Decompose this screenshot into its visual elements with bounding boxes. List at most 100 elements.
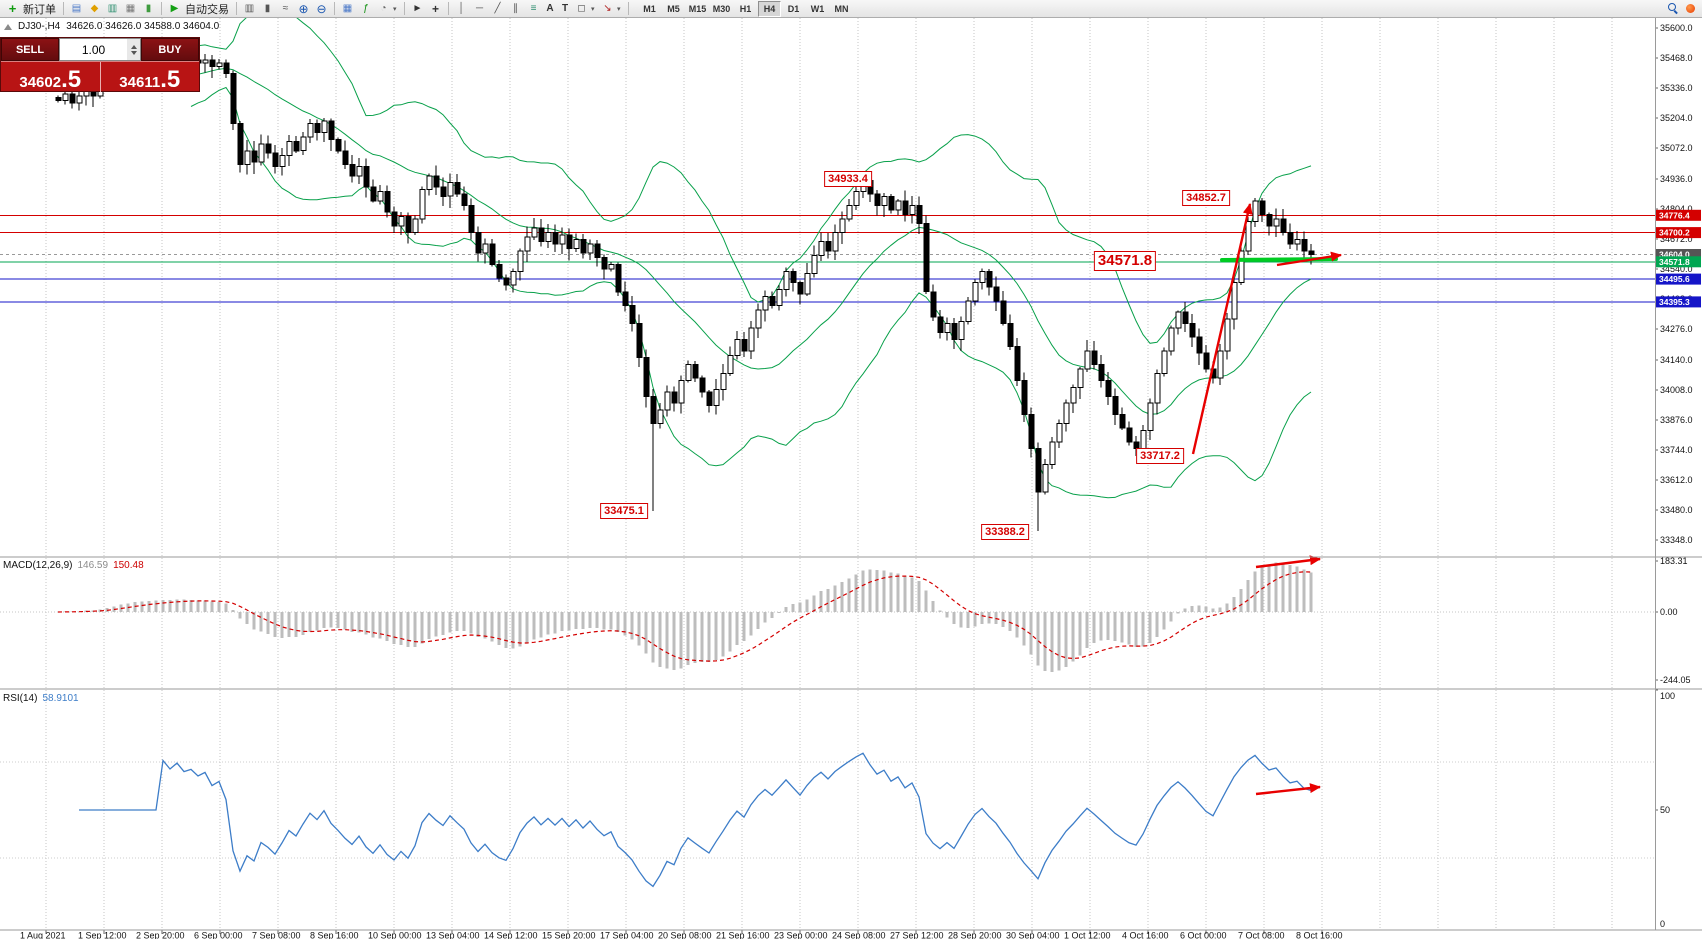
analyst-drawings[interactable] [1191, 203, 1342, 796]
svg-text:21 Sep 16:00: 21 Sep 16:00 [716, 931, 770, 939]
volume-stepper[interactable] [127, 39, 140, 60]
volume-value[interactable]: 1.00 [81, 42, 106, 57]
zoom-in-icon[interactable] [295, 1, 312, 16]
price-chart[interactable]: 1 Aug 2021 1 Sep 12:00 2 Sep 20:00 6 Sep 00… [0, 18, 1702, 939]
macd-main-value: 146.59 [77, 560, 109, 571]
svg-text:24 Sep 08:00: 24 Sep 08:00 [832, 931, 886, 939]
macd-axis: 183.31 0.00 -244.05 [1655, 556, 1691, 685]
sell-price-main: 34602 [19, 74, 62, 91]
chevron-down-icon[interactable] [617, 5, 624, 13]
price-annotation[interactable]: 34571.8 [1093, 251, 1157, 271]
arrow-tool-icon[interactable] [599, 1, 616, 16]
price-tags: 34604.0 34776.4 34700.2 34571.8 34495.6 34395… [1656, 209, 1701, 308]
svg-text:34604.0: 34604.0 [1659, 249, 1690, 259]
vertical-line-tool-icon[interactable] [453, 1, 470, 16]
navigator-icon[interactable] [140, 1, 157, 16]
chart-area[interactable]: 1 Aug 2021 1 Sep 12:00 2 Sep 20:00 6 Sep 00… [0, 18, 1702, 939]
toolbar-separator [334, 2, 335, 15]
text-tool-button[interactable]: A [546, 3, 554, 14]
svg-text:8 Sep 16:00: 8 Sep 16:00 [310, 931, 359, 939]
symbol-name: DJ30-,H4 [18, 21, 61, 32]
timeframe-m1[interactable]: M1 [643, 3, 656, 14]
timeframe-w1[interactable]: W1 [810, 3, 825, 14]
label-tool-button[interactable]: T [561, 3, 569, 14]
chart-window-icon[interactable] [68, 1, 85, 16]
horizontal-line-tool-icon[interactable] [471, 1, 488, 16]
shapes-tool-icon[interactable] [573, 1, 590, 16]
svg-text:2 Sep 20:00: 2 Sep 20:00 [136, 931, 185, 939]
volume-decrease-icon[interactable] [130, 50, 137, 55]
crosshair-icon[interactable] [427, 1, 444, 16]
svg-text:7 Oct 08:00: 7 Oct 08:00 [1238, 931, 1285, 939]
history-icon[interactable] [375, 1, 392, 16]
price-level-lines[interactable] [0, 214, 1655, 303]
volume-input[interactable]: 1.00 [59, 38, 141, 61]
toolbar-separator [404, 2, 405, 15]
time-axis[interactable]: 1 Aug 2021 1 Sep 12:00 2 Sep 20:00 6 Sep 00… [20, 930, 1343, 939]
price-axis[interactable]: 35600.0 35468.0 35336.0 35204.0 35072.0 34936… [1655, 23, 1693, 545]
svg-text:33612.0: 33612.0 [1660, 475, 1693, 485]
symbol-ohlc: 34626.0 34626.0 34588.0 34604.0 [66, 21, 220, 32]
timeframe-h4[interactable]: H4 [758, 0, 781, 17]
svg-text:34672.0: 34672.0 [1660, 234, 1693, 244]
svg-text:13 Sep 04:00: 13 Sep 04:00 [426, 931, 480, 939]
fibonacci-tool-icon[interactable] [525, 1, 542, 16]
auto-trading-icon[interactable] [166, 1, 183, 16]
notification-badge[interactable] [1686, 4, 1695, 13]
line-chart-icon[interactable] [277, 1, 294, 16]
svg-text:34776.4: 34776.4 [1659, 210, 1690, 220]
svg-text:6 Sep 00:00: 6 Sep 00:00 [194, 931, 243, 939]
new-order-button[interactable]: 新订单 [23, 3, 56, 16]
svg-text:34276.0: 34276.0 [1660, 324, 1693, 334]
timeframe-h1[interactable]: H1 [739, 3, 752, 14]
chevron-down-icon[interactable] [393, 5, 400, 13]
rsi-name: RSI(14) [3, 693, 38, 704]
macd-name: MACD(12,26,9) [3, 560, 73, 571]
data-window-icon[interactable] [122, 1, 139, 16]
buy-button[interactable]: BUY [141, 38, 199, 61]
buy-price[interactable]: 34611 .5 [101, 62, 200, 92]
svg-text:34140.0: 34140.0 [1660, 355, 1693, 365]
sell-button[interactable]: SELL [1, 38, 59, 61]
svg-text:35072.0: 35072.0 [1660, 143, 1693, 153]
svg-text:183.31: 183.31 [1660, 556, 1688, 566]
svg-text:14 Sep 12:00: 14 Sep 12:00 [484, 931, 538, 939]
symbol-info: DJ30-,H4 34626.0 34626.0 34588.0 34604.0 [4, 21, 219, 32]
profile-icon[interactable] [86, 1, 103, 16]
new-order-icon[interactable] [4, 1, 21, 16]
price-annotation[interactable]: 33388.2 [981, 524, 1029, 540]
search-icon[interactable] [1668, 3, 1679, 14]
volume-increase-icon[interactable] [130, 44, 137, 49]
price-annotation[interactable]: 34852.7 [1182, 190, 1230, 206]
grid-layer [45, 18, 1613, 930]
chevron-down-icon[interactable] [591, 5, 598, 13]
cursor-icon[interactable] [409, 1, 426, 16]
svg-text:17 Sep 04:00: 17 Sep 04:00 [600, 931, 654, 939]
sell-price[interactable]: 34602 .5 [1, 62, 101, 92]
panel-separators[interactable] [0, 18, 1702, 931]
auto-trading-button[interactable]: 自动交易 [185, 3, 229, 16]
tile-windows-icon[interactable] [339, 1, 356, 16]
price-annotation[interactable]: 33475.1 [600, 503, 648, 519]
svg-text:1 Aug 2021: 1 Aug 2021 [20, 931, 66, 939]
bar-chart-icon[interactable] [241, 1, 258, 16]
price-annotation[interactable]: 33717.2 [1136, 448, 1184, 464]
channel-tool-icon[interactable] [507, 1, 524, 16]
timeframe-m15[interactable]: M15 [688, 3, 707, 14]
svg-text:34700.2: 34700.2 [1659, 228, 1690, 238]
candles-layer[interactable] [55, 49, 1315, 531]
one-click-trading-panel: SELL 1.00 BUY 34602 .5 34611 .5 [0, 37, 200, 92]
timeframe-d1[interactable]: D1 [787, 3, 800, 14]
indicators-icon[interactable] [357, 1, 374, 16]
trendline-tool-icon[interactable] [489, 1, 506, 16]
timeframe-m30[interactable]: M30 [712, 3, 731, 14]
symbol-arrow-icon [4, 23, 12, 30]
timeframe-m5[interactable]: M5 [667, 3, 680, 14]
zoom-out-icon[interactable] [313, 1, 330, 16]
candlestick-chart-icon[interactable] [259, 1, 276, 16]
price-annotation[interactable]: 34933.4 [824, 171, 872, 187]
timeframe-mn[interactable]: MN [834, 3, 849, 14]
market-watch-icon[interactable] [104, 1, 121, 16]
buy-price-fraction: .5 [160, 65, 181, 93]
